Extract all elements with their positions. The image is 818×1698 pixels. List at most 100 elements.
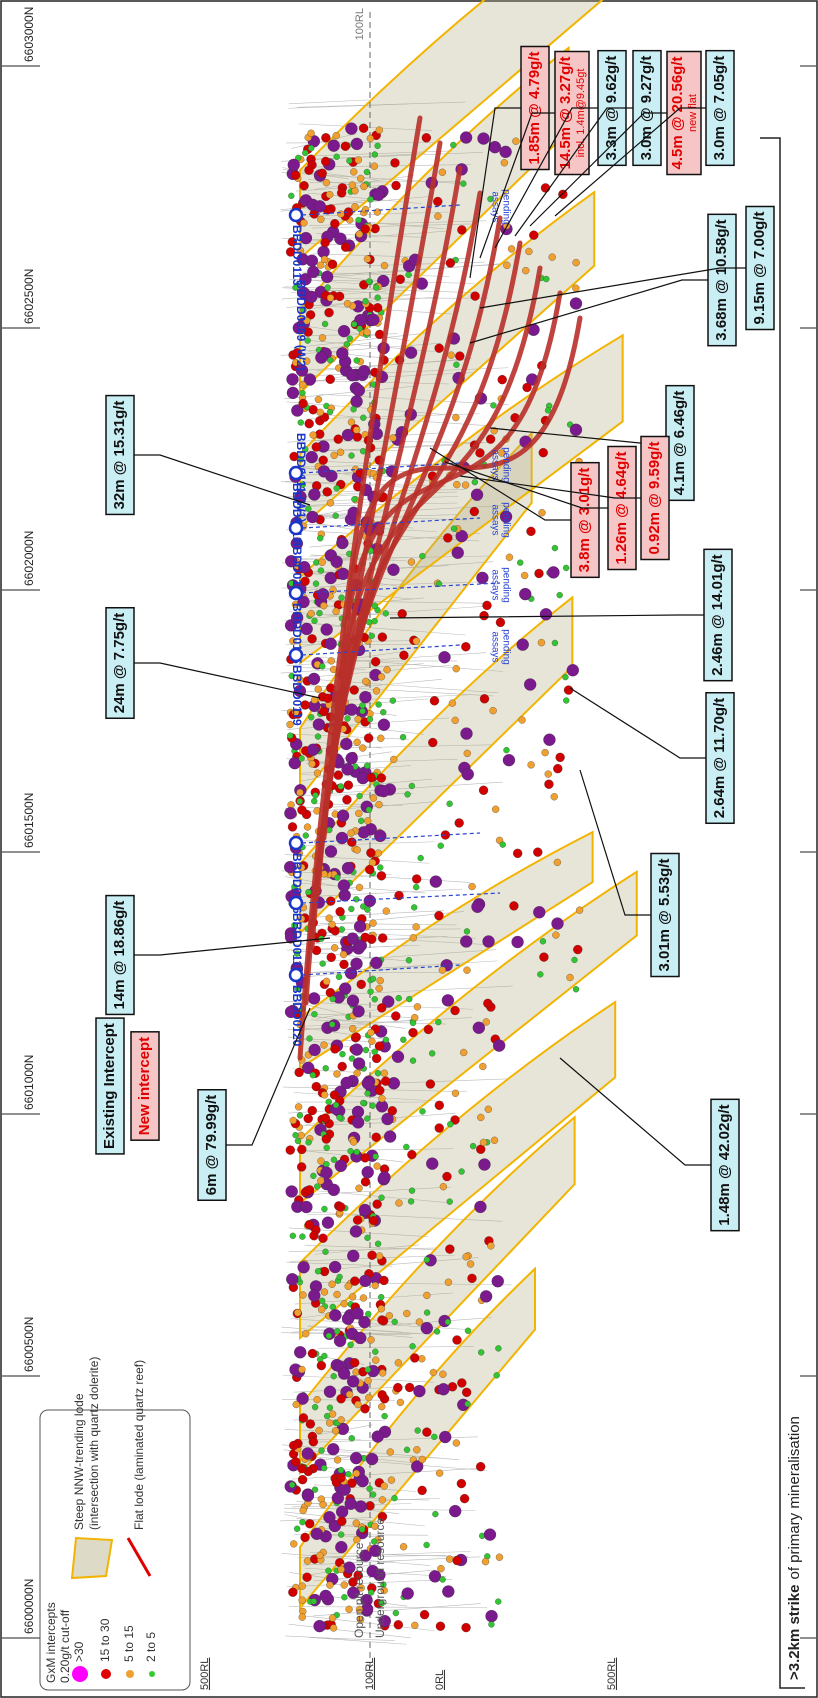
grade-dot [300,576,310,586]
grade-dot [378,1614,391,1628]
grade-dot [511,935,524,949]
drill-trace [292,1468,479,1480]
grade-dot [299,273,312,286]
grade-dot [292,348,302,358]
grade-dot [566,973,574,982]
grade-dot [451,716,459,724]
grade-dot [324,637,337,650]
grade-dot [354,156,362,164]
grade-dot [296,1392,309,1405]
grade-dot [359,1294,368,1302]
grade-dot [458,1168,465,1175]
grade-dot [308,488,321,501]
grade-dot [336,1202,346,1212]
grade-dot [336,188,347,198]
grade-dot [343,300,352,308]
grade-dot [437,842,444,849]
grade-dot [300,1532,310,1543]
drill-trace [312,910,444,918]
grade-dot [383,1130,397,1143]
grade-dot [326,1581,334,1589]
grade-dot [336,1394,346,1404]
grade-dot [381,1076,391,1086]
drill-trace [294,733,409,740]
grade-dot [308,1437,318,1447]
grade-dot [319,960,326,967]
grade-dot [363,733,374,743]
grade-dot [363,328,371,336]
grade-dot [315,351,328,364]
grade-dot [317,567,325,574]
grade-dot [391,180,401,191]
easting-label: 6600000N [22,1579,36,1634]
grade-dot [374,1070,382,1077]
grade-dot [455,529,468,543]
grade-dot [490,1136,499,1144]
steep-lode [299,0,616,261]
hole-collar [288,207,304,223]
grade-dot [319,663,326,670]
grade-dot [563,697,570,704]
grade-dot [380,261,389,270]
grade-dot [552,931,560,939]
grade-dot [298,398,308,409]
grade-dot [371,1430,384,1443]
grade-dot [351,496,358,503]
grade-dot [333,1334,347,1348]
grade-dot [457,225,467,235]
grade-dot [538,509,546,517]
grade-dot [360,1099,367,1107]
grade-dot [378,1194,385,1201]
grade-dot [348,1055,356,1062]
grade-dot [435,580,443,588]
grade-dot [551,917,564,930]
grade-dot [389,697,396,704]
grade-dot [524,678,537,691]
intercept-text: 3.8m @ 3.01g/t [576,468,593,573]
grade-dot [377,718,391,731]
grade-dot [479,1290,493,1303]
drill-trace [304,1244,437,1251]
grade-dot [371,1522,379,1530]
grade-dot [493,1372,500,1379]
intercept-box [703,548,733,682]
grade-dot [374,829,387,842]
intercept-text: 2.64m @ 11.70g/t [711,698,728,819]
hole-name: BBDD0118 [290,913,304,974]
grade-dot [365,1393,373,1402]
grade-dot [289,1440,299,1451]
grade-dot [346,157,353,164]
grade-dot [468,882,476,891]
legend-flat: Flat lode (laminated quartz reef) [132,1360,146,1530]
grade-dot [300,622,313,636]
drill-trace [314,1244,419,1255]
legend-grade: >30 [72,1641,86,1662]
grade-dot [302,1572,312,1582]
grade-dot [320,1113,330,1123]
grade-dot [371,1132,381,1142]
grade-dot [443,533,453,543]
leader-line [134,937,331,956]
drill-trace [288,1623,412,1639]
grade-dot [491,805,500,813]
grade-dot [391,1318,398,1325]
grade-dot [360,1177,371,1187]
grade-dot [291,708,300,716]
grade-dot [482,600,492,611]
intercept-box [105,394,135,516]
leader-line [459,475,641,499]
grade-dot [469,1142,477,1150]
drill-trace [302,442,483,453]
grade-dot [347,1586,360,1599]
grade-dot [296,246,305,255]
grade-dot [347,418,356,426]
grade-dot [287,237,297,247]
grade-dot [478,1349,485,1356]
drill-trace [312,1603,481,1617]
grade-dot [351,1116,365,1129]
grade-dot [397,609,407,619]
intercept-box [570,461,600,579]
grade-dot [319,1500,327,1509]
grade-dot [513,848,523,858]
grade-dot [403,1309,411,1318]
